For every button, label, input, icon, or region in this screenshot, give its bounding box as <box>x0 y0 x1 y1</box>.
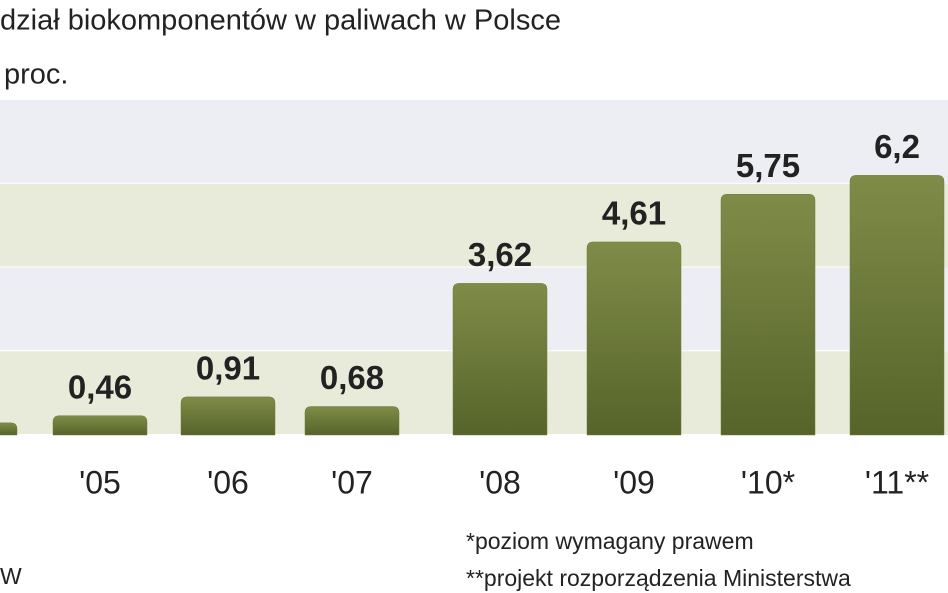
x-tick-label: '11** <box>865 464 929 500</box>
value-label: 0,68 <box>320 359 384 396</box>
value-label: 0,91 <box>196 350 260 387</box>
value-label: 3,62 <box>468 236 532 273</box>
bar <box>849 175 945 436</box>
x-tick-label: '05 <box>79 464 121 500</box>
x-tick-label: '10* <box>741 464 795 500</box>
x-tick-label: '06 <box>207 464 249 500</box>
bar <box>586 241 682 436</box>
plot: 0,46 '05 0,91 '06 0,68 '07 3,62 '08 4,61 '09 5,75 '… <box>0 128 945 500</box>
bar <box>304 406 400 436</box>
source: W <box>0 563 22 589</box>
value-label: 6,2 <box>874 128 920 165</box>
x-tick-label: '08 <box>479 464 521 500</box>
footnote: **projekt rozporządzenia Ministerstwa <box>466 565 851 591</box>
x-tick-label: '09 <box>613 464 655 500</box>
x-tick-label: '07 <box>331 464 373 500</box>
footnote: *poziom wymagany prawem <box>466 528 754 554</box>
band <box>0 100 948 184</box>
value-label: 5,75 <box>736 147 800 184</box>
chart-title: dział biokomponentów w paliwach w Polsce <box>0 5 561 37</box>
bar <box>180 396 276 436</box>
chart-subtitle: proc. <box>4 59 68 91</box>
bar <box>0 422 18 436</box>
bar <box>720 193 816 436</box>
value-label: 4,61 <box>602 195 666 232</box>
bar <box>452 283 548 436</box>
value-label: 0,46 <box>68 368 132 405</box>
bar <box>52 415 148 436</box>
